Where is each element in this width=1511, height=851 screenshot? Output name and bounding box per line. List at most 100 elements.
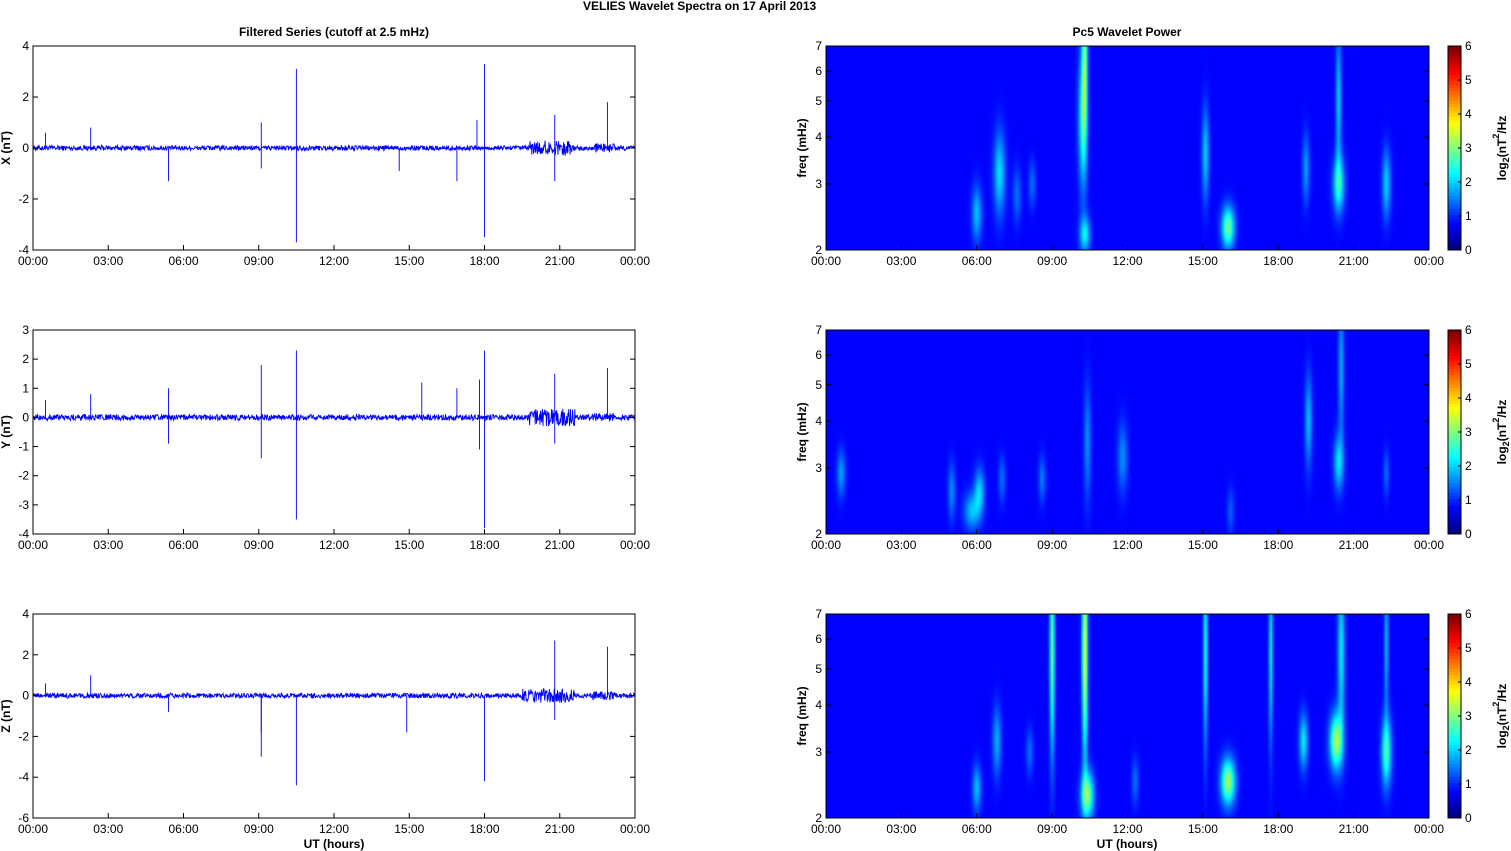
colorbar-segment	[1448, 406, 1461, 411]
colorbar-label: log2(nT2/Hz	[1491, 116, 1511, 181]
colorbar-segment	[1448, 205, 1461, 210]
colorbar-segment	[1448, 696, 1461, 701]
colorbar-label-part: log	[1495, 162, 1509, 180]
colorbar-label-part: /Hz	[1495, 116, 1509, 134]
colorbar-segment	[1448, 393, 1461, 398]
colorbar-segment	[1448, 230, 1461, 235]
colorbar-segment	[1448, 636, 1461, 640]
colorbar-segment	[1448, 709, 1461, 714]
colorbar-tick-label: 3	[1465, 141, 1472, 155]
freq-axis-label: freq (mHz)	[795, 118, 809, 177]
colorbar-segment	[1448, 760, 1461, 765]
colorbar-segment	[1448, 428, 1461, 433]
colorbar-segment	[1448, 786, 1461, 790]
x-tick-label: 15:00	[1188, 822, 1218, 836]
colorbar-segment	[1448, 751, 1461, 755]
y-tick-label: -3	[18, 498, 29, 512]
colorbar-segment	[1448, 355, 1461, 360]
colorbar-segment	[1448, 333, 1461, 337]
colorbar-segment	[1448, 368, 1461, 372]
colorbar-segment	[1448, 773, 1461, 778]
colorbar-segment	[1448, 633, 1461, 637]
x-tick-label: 21:00	[545, 822, 575, 836]
x-tick-label: 00:00	[18, 822, 48, 836]
colorbar-segment	[1448, 189, 1461, 194]
colorbar-segment	[1448, 93, 1461, 98]
x-tick-label: 09:00	[1037, 254, 1067, 268]
colorbar-tick-label: 5	[1465, 73, 1472, 87]
power-z-panel: 2 3 4 5 6 7 00:00 03:00 06:00 09:00 12:00 15:00 18:0…	[795, 607, 1511, 836]
colorbar-segment	[1448, 511, 1461, 516]
colorbar-segment	[1448, 642, 1461, 647]
colorbar-segment	[1448, 444, 1461, 449]
colorbar-segment	[1448, 706, 1461, 711]
colorbar-segment	[1448, 342, 1461, 347]
power-heatmap	[826, 46, 1429, 250]
colorbar-segment	[1448, 779, 1461, 784]
freq-tick-label: 5	[815, 662, 822, 676]
figure-title: VELIES Wavelet Spectra on 17 April 2013	[583, 0, 817, 13]
x-tick-label: 06:00	[168, 822, 198, 836]
colorbar-segment	[1448, 336, 1461, 341]
colorbar-segment	[1448, 384, 1461, 388]
colorbar-segment	[1448, 202, 1461, 206]
colorbar-segment	[1448, 243, 1461, 248]
noise-trace	[32, 140, 636, 156]
left-column-title: Filtered Series (cutoff at 2.5 mHz)	[239, 25, 429, 39]
colorbar-segment	[1448, 412, 1461, 417]
freq-tick-label: 5	[815, 94, 822, 108]
colorbar-segment	[1448, 358, 1461, 363]
colorbar-segment	[1448, 626, 1461, 631]
x-tick-label: 09:00	[1037, 822, 1067, 836]
colorbar-segment	[1448, 754, 1461, 758]
colorbar-segment	[1448, 712, 1461, 717]
colorbar-segment	[1448, 128, 1461, 133]
colorbar-segment	[1448, 52, 1461, 57]
x-tick-label: 03:00	[93, 538, 123, 552]
colorbar-segment	[1448, 179, 1461, 184]
y-tick-label: 4	[22, 607, 29, 621]
colorbar-segment	[1448, 495, 1461, 500]
colorbar-segment	[1448, 246, 1461, 251]
y-tick-label: 2	[22, 648, 29, 662]
colorbar-segment	[1448, 476, 1461, 481]
colorbar-segment	[1448, 176, 1461, 181]
colorbar-segment	[1448, 208, 1461, 213]
colorbar-segment	[1448, 119, 1461, 123]
freq-tick-label: 5	[815, 378, 822, 392]
colorbar-segment	[1448, 776, 1461, 781]
colorbar-segment	[1448, 725, 1461, 730]
y-tick-label: 0	[22, 689, 29, 703]
colorbar-segment	[1448, 665, 1461, 669]
noise-trace	[32, 408, 636, 427]
colorbar-segment	[1448, 240, 1461, 245]
freq-tick-label: 7	[815, 607, 822, 621]
colorbar-label-part: 2	[1501, 725, 1511, 730]
y-tick-label: -1	[18, 440, 29, 454]
x-tick-label: 09:00	[1037, 538, 1067, 552]
colorbar-segment	[1448, 409, 1461, 414]
colorbar-segment	[1448, 463, 1461, 468]
colorbar-segment	[1448, 623, 1461, 628]
y-tick-label: -2	[18, 469, 29, 483]
colorbar-tick-label: 4	[1465, 107, 1472, 121]
colorbar-segment	[1448, 492, 1461, 497]
plot-area	[33, 614, 635, 818]
colorbar-segment	[1448, 109, 1461, 114]
colorbar-segment	[1448, 489, 1461, 494]
right-column-title: Pc5 Wavelet Power	[1073, 25, 1182, 39]
x-tick-label: 15:00	[394, 822, 424, 836]
colorbar-segment	[1448, 183, 1461, 187]
colorbar-segment	[1448, 467, 1461, 471]
colorbar-label-part: log	[1495, 446, 1509, 464]
colorbar-tick-label: 6	[1465, 607, 1472, 621]
series-x-panel: 420-2-400:00 03:00 06:00 09:00 12:00 15:00 18:…	[0, 39, 650, 268]
colorbar-segment	[1448, 789, 1461, 793]
colorbar-segment	[1448, 731, 1461, 736]
colorbar-segment	[1448, 457, 1461, 462]
x-tick-label: 18:00	[469, 538, 499, 552]
x-tick-label: 12:00	[1112, 254, 1142, 268]
colorbar-segment	[1448, 438, 1461, 443]
